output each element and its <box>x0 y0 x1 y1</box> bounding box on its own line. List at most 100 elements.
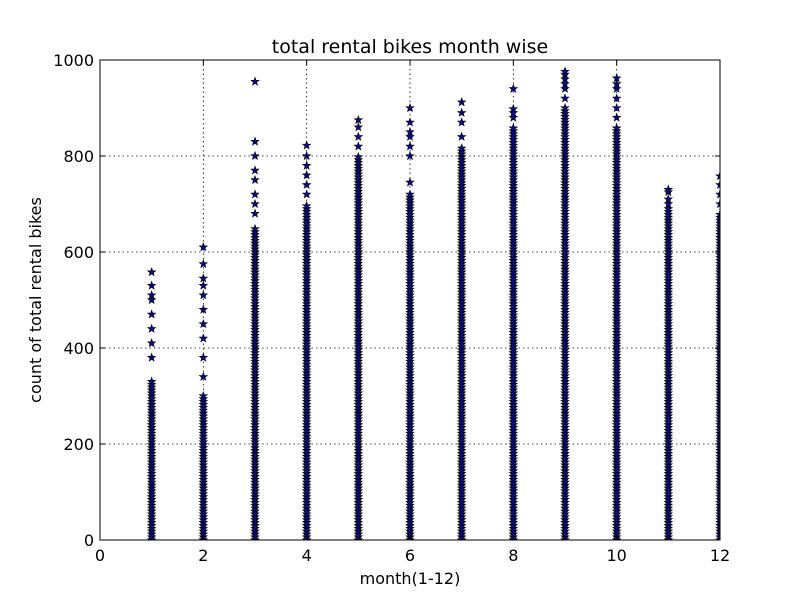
data-point <box>663 313 674 323</box>
data-point <box>405 287 415 297</box>
data-point <box>663 347 674 357</box>
data-point <box>301 402 312 412</box>
data-point <box>663 494 674 504</box>
data-point <box>198 428 209 438</box>
data-point <box>301 506 312 516</box>
data-point <box>301 494 312 504</box>
data-point <box>301 304 312 314</box>
data-point <box>508 370 519 380</box>
data-point <box>560 327 570 337</box>
data-point <box>611 385 622 395</box>
data-point <box>353 336 364 346</box>
data-point <box>353 477 364 487</box>
data-point <box>146 428 157 438</box>
data-point <box>663 491 674 501</box>
data-point <box>405 356 415 366</box>
month-6-points <box>405 102 415 540</box>
data-point <box>611 494 622 504</box>
data-point <box>560 160 570 170</box>
data-point <box>508 471 519 481</box>
data-point <box>611 93 622 103</box>
x-tick-label: 8 <box>508 546 518 565</box>
data-point <box>508 523 519 533</box>
data-point <box>560 157 570 167</box>
data-point <box>663 327 674 337</box>
data-point <box>508 189 519 199</box>
data-point <box>663 232 674 242</box>
data-point <box>405 290 415 300</box>
data-point <box>301 218 312 228</box>
data-point <box>456 249 467 259</box>
data-point <box>301 462 312 473</box>
data-point <box>611 318 622 329</box>
data-point <box>663 376 674 386</box>
data-point <box>560 393 570 403</box>
data-point <box>250 451 260 461</box>
data-point <box>560 186 570 196</box>
month-9-points <box>560 66 570 540</box>
data-point <box>663 373 674 383</box>
data-point <box>405 503 415 513</box>
data-point <box>353 468 364 478</box>
data-point <box>405 379 415 389</box>
data-point <box>353 327 364 337</box>
data-point <box>405 246 415 257</box>
data-point <box>146 413 157 424</box>
data-point <box>456 321 467 331</box>
data-point <box>611 523 622 533</box>
data-point <box>146 338 157 348</box>
data-point <box>508 434 519 444</box>
data-point <box>405 390 415 401</box>
data-point <box>405 206 415 216</box>
data-point <box>250 298 260 308</box>
data-point <box>250 339 260 349</box>
data-point <box>301 425 312 435</box>
data-point <box>301 367 312 378</box>
data-point <box>560 108 570 118</box>
data-point <box>508 318 519 329</box>
data-point <box>301 344 312 355</box>
data-point <box>508 229 519 239</box>
data-point <box>560 284 570 294</box>
data-point <box>301 390 312 401</box>
data-point <box>508 154 519 164</box>
x-tick-label: 10 <box>606 546 626 565</box>
data-point <box>456 223 467 234</box>
data-point <box>611 437 622 447</box>
data-point <box>611 376 622 386</box>
data-point <box>663 411 674 421</box>
data-point <box>611 316 622 326</box>
data-point <box>353 241 364 251</box>
data-point <box>250 474 260 484</box>
data-point <box>250 428 260 438</box>
data-point <box>250 445 260 455</box>
data-point <box>405 192 415 202</box>
data-point <box>611 241 622 251</box>
data-point <box>560 123 570 133</box>
data-point <box>456 462 467 473</box>
data-point <box>353 454 364 464</box>
data-point <box>560 166 570 176</box>
data-point <box>611 462 622 473</box>
data-point <box>250 232 260 242</box>
data-point <box>611 365 622 375</box>
data-point <box>560 105 570 115</box>
data-point <box>508 451 519 461</box>
data-point <box>301 350 312 360</box>
data-point <box>250 422 260 432</box>
data-point <box>353 267 364 277</box>
data-point <box>560 465 570 475</box>
data-point <box>560 390 570 401</box>
data-point <box>405 359 415 369</box>
data-point <box>250 350 260 360</box>
data-point <box>663 437 674 447</box>
data-point <box>456 267 467 277</box>
data-point <box>456 511 467 522</box>
data-point <box>301 353 312 363</box>
data-point <box>405 485 415 496</box>
data-point <box>611 307 622 317</box>
data-point <box>301 373 312 383</box>
data-point <box>508 457 519 467</box>
data-point <box>508 344 519 355</box>
data-point <box>405 362 415 372</box>
